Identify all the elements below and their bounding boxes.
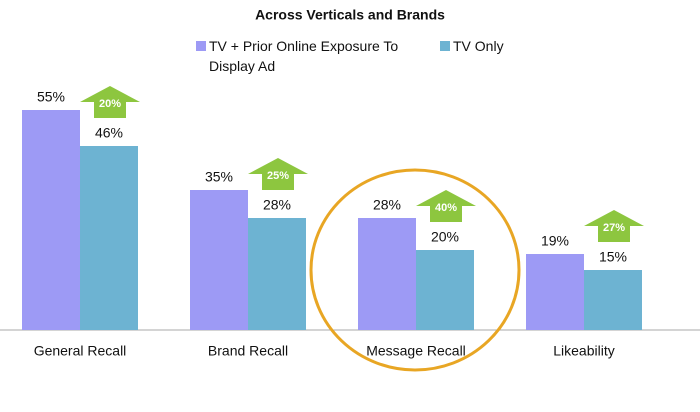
- x-tick-label: Message Recall: [366, 343, 466, 359]
- value-label: 35%: [205, 169, 233, 185]
- legend-label: TV Only: [453, 38, 504, 54]
- bar: [190, 190, 248, 330]
- x-tick-label: Likeability: [553, 343, 614, 359]
- bar: [80, 146, 138, 330]
- bar: [416, 250, 474, 330]
- lift-arrow: [248, 158, 308, 190]
- legend-swatch: [440, 41, 450, 51]
- highlight-circle: [309, 168, 521, 372]
- bar: [22, 110, 80, 330]
- bar: [358, 218, 416, 330]
- bar: [248, 218, 306, 330]
- lift-label: 40%: [435, 202, 457, 214]
- lift-label: 20%: [99, 98, 121, 110]
- value-label: 15%: [599, 249, 627, 265]
- x-tick-label: Brand Recall: [208, 343, 288, 359]
- lift-label: 27%: [603, 222, 625, 234]
- legend-swatch: [196, 41, 206, 51]
- bar: [526, 254, 584, 330]
- value-label: 19%: [541, 233, 569, 249]
- lift-label: 25%: [267, 170, 289, 182]
- value-label: 55%: [37, 89, 65, 105]
- x-tick-label: General Recall: [34, 343, 127, 359]
- value-label: 46%: [95, 125, 123, 141]
- value-label: 28%: [263, 197, 291, 213]
- value-label: 20%: [431, 229, 459, 245]
- lift-arrow: [584, 210, 644, 242]
- legend-label: TV + Prior Online Exposure To Display Ad: [209, 38, 399, 74]
- bar: [584, 270, 642, 330]
- lift-arrow: [416, 190, 476, 222]
- chart-title: Across Verticals and Brands: [255, 7, 445, 23]
- value-label: 28%: [373, 197, 401, 213]
- lift-arrow: [80, 86, 140, 118]
